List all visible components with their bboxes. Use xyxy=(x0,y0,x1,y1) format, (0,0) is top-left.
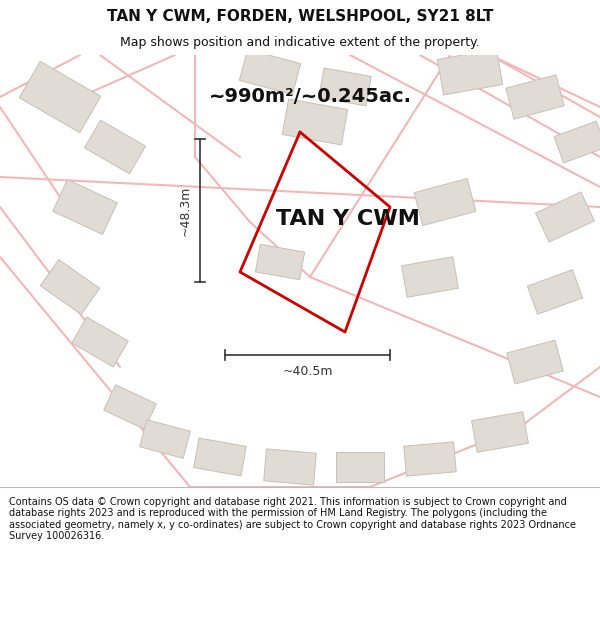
Text: Map shows position and indicative extent of the property.: Map shows position and indicative extent… xyxy=(120,36,480,49)
Polygon shape xyxy=(194,438,246,476)
Polygon shape xyxy=(527,270,583,314)
Text: ~990m²/~0.245ac.: ~990m²/~0.245ac. xyxy=(209,88,412,106)
Polygon shape xyxy=(19,61,101,132)
Polygon shape xyxy=(472,412,529,452)
Polygon shape xyxy=(507,340,563,384)
Text: TAN Y CWM: TAN Y CWM xyxy=(276,209,420,229)
Polygon shape xyxy=(264,449,316,485)
Polygon shape xyxy=(72,317,128,367)
Polygon shape xyxy=(256,244,305,280)
Polygon shape xyxy=(554,121,600,163)
Polygon shape xyxy=(336,452,384,482)
Polygon shape xyxy=(40,259,100,314)
Text: Contains OS data © Crown copyright and database right 2021. This information is : Contains OS data © Crown copyright and d… xyxy=(9,497,576,541)
Polygon shape xyxy=(404,442,456,476)
Polygon shape xyxy=(283,99,347,145)
Polygon shape xyxy=(414,179,476,226)
Polygon shape xyxy=(85,120,146,174)
Text: ~48.3m: ~48.3m xyxy=(179,185,192,236)
Polygon shape xyxy=(506,75,564,119)
Polygon shape xyxy=(53,179,118,234)
Polygon shape xyxy=(239,49,301,94)
Text: ~40.5m: ~40.5m xyxy=(282,365,333,378)
Polygon shape xyxy=(104,385,157,429)
Polygon shape xyxy=(401,257,458,298)
Polygon shape xyxy=(140,419,190,458)
Polygon shape xyxy=(319,68,371,106)
Polygon shape xyxy=(437,49,503,95)
Text: TAN Y CWM, FORDEN, WELSHPOOL, SY21 8LT: TAN Y CWM, FORDEN, WELSHPOOL, SY21 8LT xyxy=(107,9,493,24)
Polygon shape xyxy=(536,192,595,242)
